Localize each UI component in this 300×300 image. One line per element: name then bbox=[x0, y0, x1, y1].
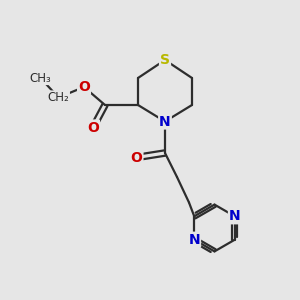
Text: CH₃: CH₃ bbox=[30, 71, 51, 85]
Text: N: N bbox=[188, 233, 200, 247]
Text: S: S bbox=[160, 53, 170, 67]
Text: O: O bbox=[78, 80, 90, 94]
Text: O: O bbox=[130, 151, 142, 164]
Text: O: O bbox=[87, 121, 99, 134]
Text: N: N bbox=[159, 115, 171, 128]
Text: N: N bbox=[229, 209, 241, 223]
Text: CH₂: CH₂ bbox=[48, 91, 69, 104]
